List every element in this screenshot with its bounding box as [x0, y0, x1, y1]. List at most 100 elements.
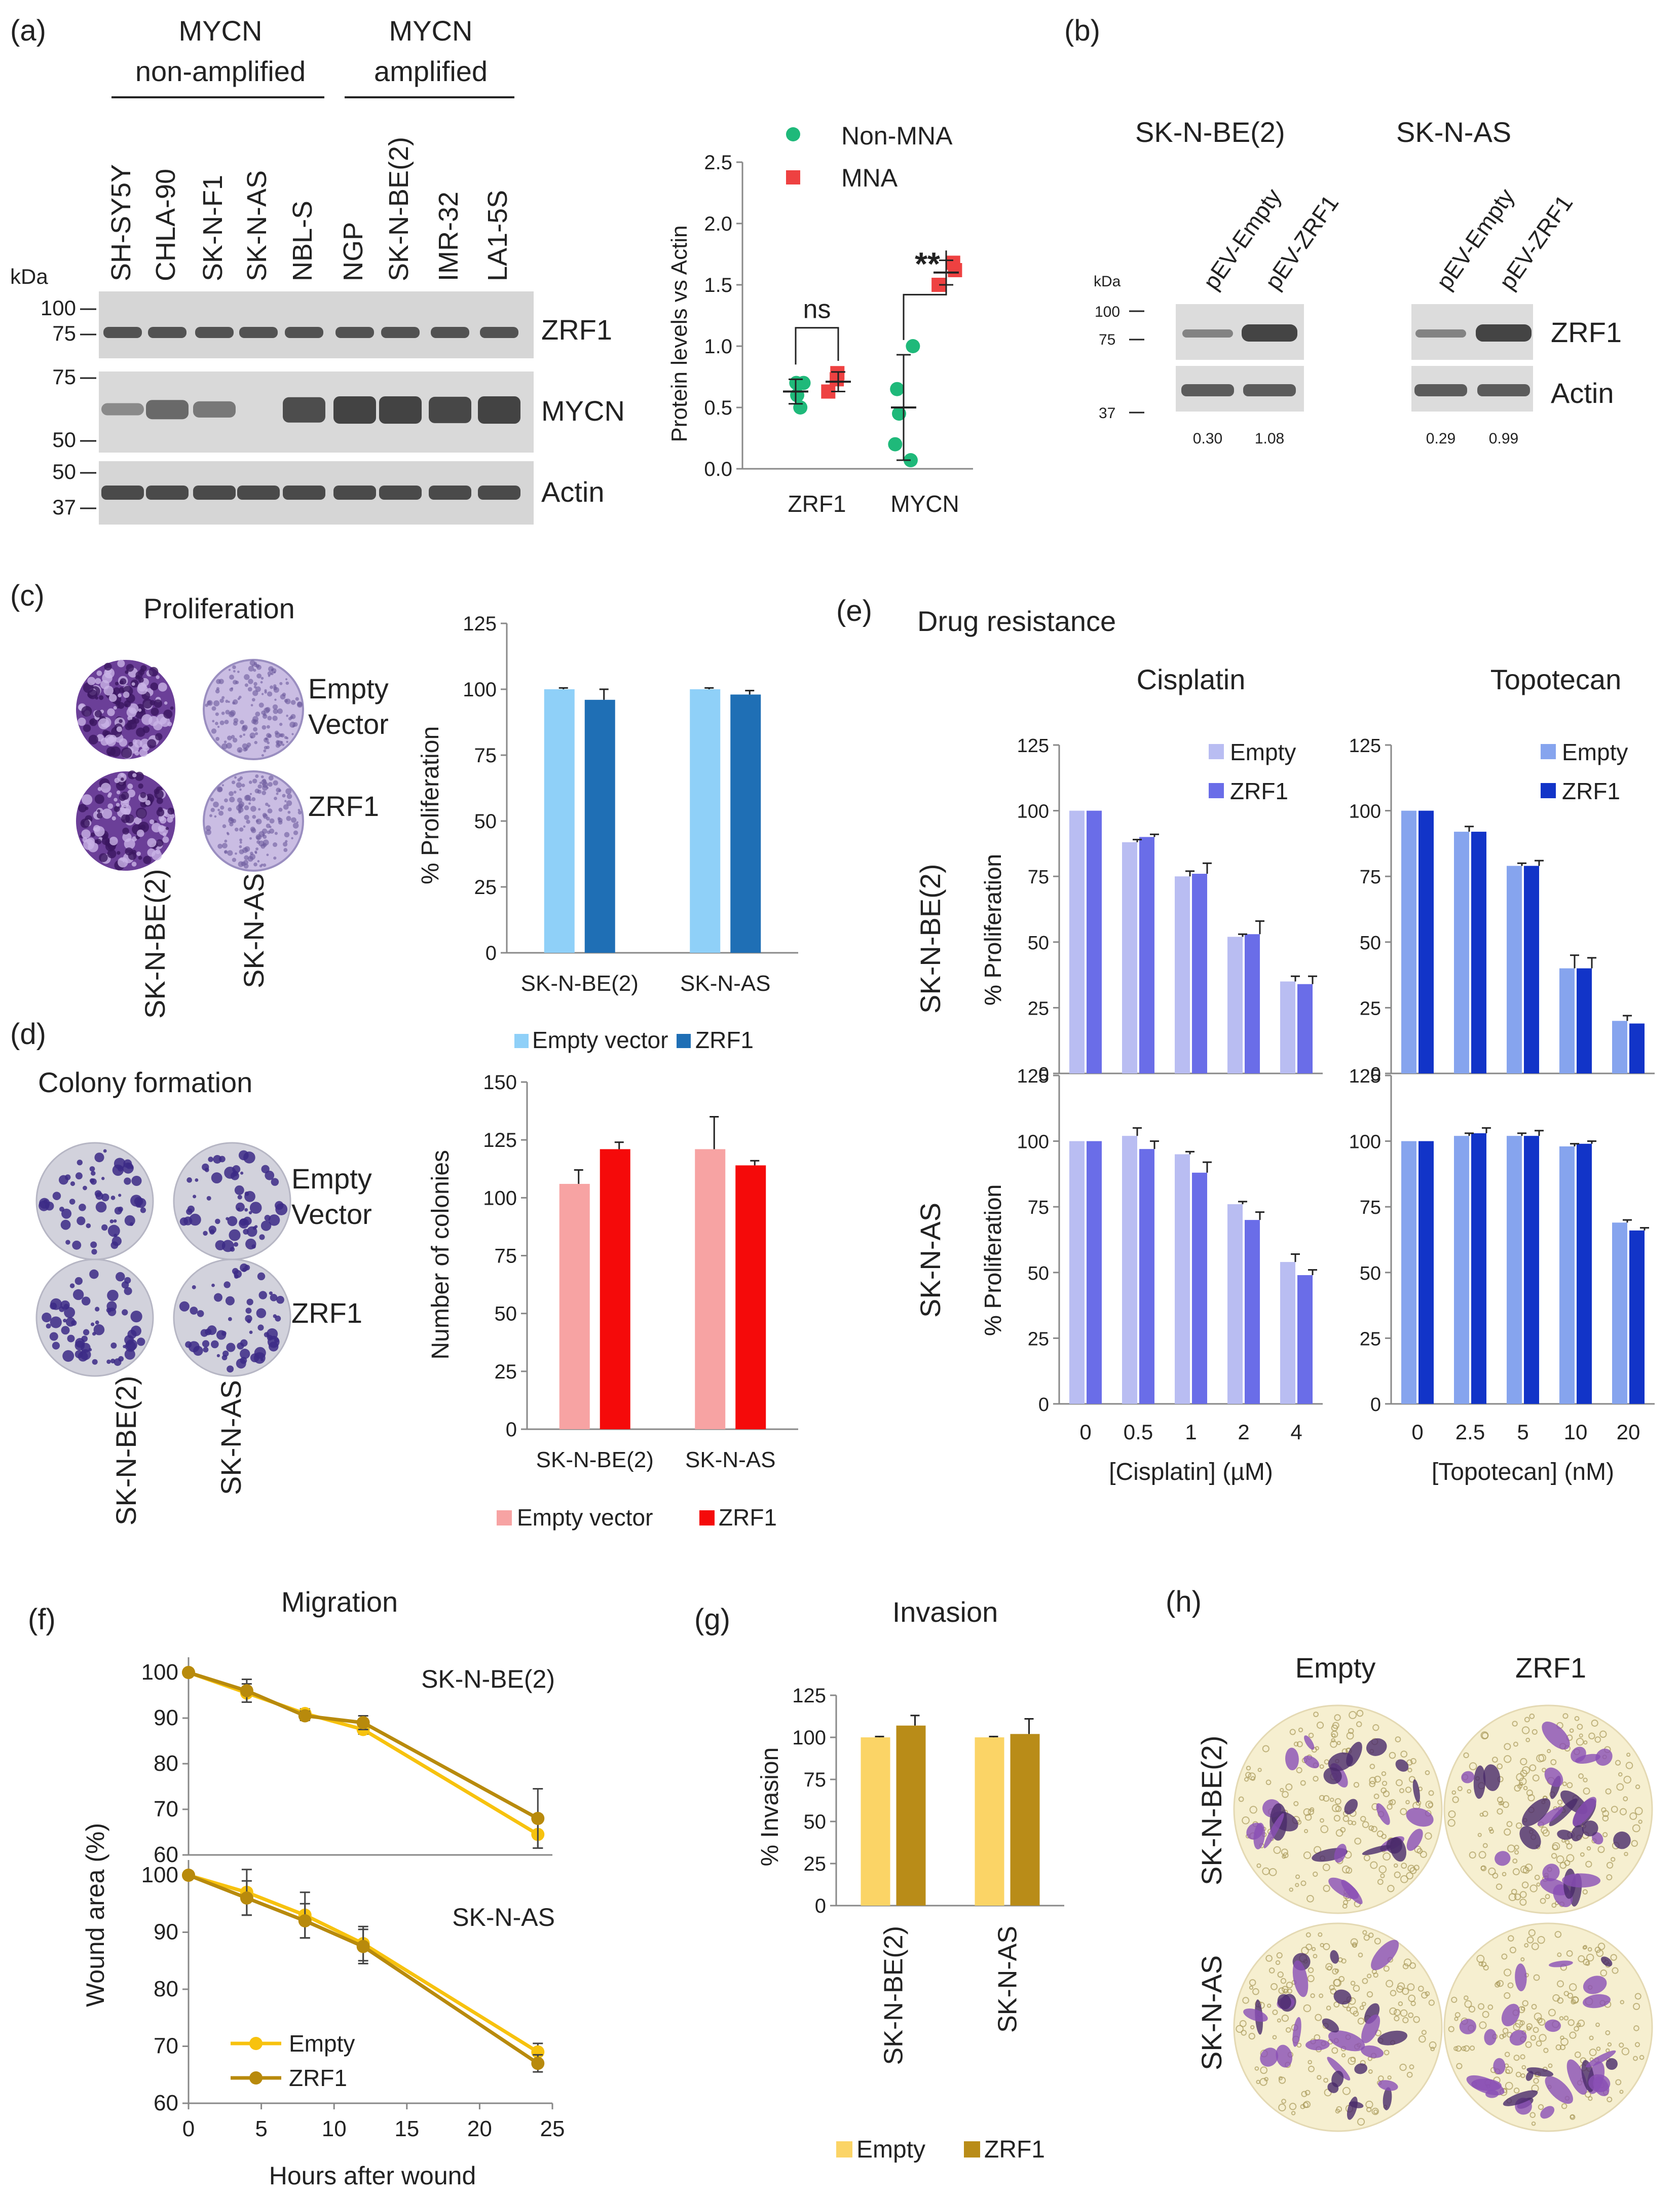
- dish-h-sknbe2-zrf1-pore: [1616, 1783, 1624, 1791]
- dish-c-sknbe2-empty-speck: [78, 717, 86, 726]
- dish-d-sknas-zrf1-colony: [228, 1317, 232, 1321]
- dish-h-sknas-empty-cell: [1331, 2070, 1344, 2088]
- dish-d-sknas-empty-colony: [189, 1213, 201, 1226]
- dish-h-sknas-empty-cell: [1328, 2030, 1365, 2052]
- dish-d-sknas-zrf1-colony: [197, 1310, 204, 1317]
- e-chart-topotecan-sknbe2-y-tick-label: 50: [1360, 933, 1381, 954]
- dish-h-sknas-empty-pore: [1260, 2066, 1268, 2074]
- e-chart-cisplatin-sknas-ylabel: % Proliferation: [980, 1184, 1006, 1336]
- dish-h-sknbe2-empty-pore: [1281, 1848, 1288, 1856]
- dish-d-sknas-empty-colony: [232, 1165, 241, 1174]
- dish-c-sknbe2-empty-speck: [160, 716, 170, 727]
- dish-h-sknas-empty-cell: [1371, 1940, 1399, 1970]
- dish-c-sknbe2-zrf1-speck: [154, 790, 164, 799]
- dish-h-sknbe2-empty-cell: [1395, 1759, 1409, 1772]
- dish-d-sknbe2-zrf1-colony: [92, 1359, 98, 1365]
- dish-h-sknas-empty-cell: [1292, 1960, 1309, 1997]
- dish-c-sknas-zrf1-speck: [243, 825, 246, 828]
- dish-h-sknbe2-empty-cell: [1328, 1752, 1353, 1771]
- dish-h-sknas-zrf1-pore: [1461, 2046, 1467, 2052]
- dish-c-sknbe2-empty-speck: [138, 708, 142, 712]
- dish-h-sknas-zrf1-pore: [1574, 2051, 1581, 2058]
- dish-h-sknbe2-zrf1-cell: [1562, 1873, 1601, 1888]
- e-chart-cisplatin-sknbe2-legend-marker-zrf1: [1209, 783, 1224, 798]
- dish-h-sknas-zrf1-pore: [1548, 2063, 1553, 2068]
- dish-c-sknas-empty-speck: [252, 690, 258, 696]
- dish-h-sknas-zrf1-pore: [1589, 2035, 1594, 2040]
- f-chart-sknas-x-tick-label: 15: [394, 2116, 419, 2141]
- a-legend-marker-nonmna: [786, 127, 800, 141]
- dish-c-sknas-empty-speck: [239, 735, 243, 738]
- dish-h-sknas-zrf1-pore: [1539, 2034, 1547, 2042]
- dish-h-sknas-zrf1-pore: [1454, 2017, 1459, 2021]
- dish-c-sknas-zrf1-speck: [227, 850, 233, 856]
- dish-h-sknas-empty-cell: [1327, 2057, 1351, 2081]
- proliferation-dishes: [76, 659, 304, 872]
- dish-h-sknbe2-empty-pore: [1348, 1728, 1354, 1734]
- dish-h-sknas-zrf1-pore: [1537, 1936, 1545, 1944]
- group-non-amplified-title-2: non-amplified: [135, 55, 306, 87]
- lane-labels: SH-SY5Y CHLA-90 SK-N-F1 SK-N-AS NBL-S NGP SK-N…: [106, 137, 513, 281]
- dish-h-sknbe2-zrf1-pore: [1523, 1785, 1528, 1791]
- dish-c-sknbe2-empty-speck: [138, 677, 144, 683]
- dish-h-sknas-zrf1-pore: [1560, 2037, 1569, 2046]
- dish-h-sknbe2-zrf1-pore: [1529, 1764, 1537, 1772]
- dish-h-sknas-zrf1-pore: [1481, 1961, 1487, 1967]
- dish-h-sknas-zrf1-pore: [1619, 2042, 1624, 2048]
- dish-c-sknas-zrf1-speck: [218, 810, 224, 816]
- dish-d-sknas-zrf1-colony: [240, 1349, 250, 1359]
- dish-c-sknas-empty-speck: [211, 728, 217, 734]
- dish-h-sknbe2-zrf1-pore: [1508, 1893, 1517, 1902]
- dish-h-sknas-empty-pore: [1374, 1938, 1381, 1945]
- dish-c-sknas-zrf1: [203, 770, 304, 872]
- mycn-band: [146, 400, 189, 420]
- dish-c-sknbe2-zrf1-speck: [116, 790, 121, 795]
- c-chart-y-tick-label: 50: [474, 810, 497, 833]
- dish-h-sknas-empty-pore: [1387, 2075, 1392, 2080]
- dish-h-sknas-zrf1-pore: [1464, 1995, 1469, 2000]
- dish-h-sknbe2-zrf1-pore: [1611, 1806, 1618, 1813]
- dish-h-sknas-empty-pore: [1408, 2012, 1414, 2018]
- dish-c-sknas-zrf1-speck: [261, 779, 267, 786]
- dish-h-sknbe2-empty-cell: [1366, 1738, 1387, 1756]
- dish-c-sknas-zrf1-speck: [278, 817, 283, 823]
- f-chart-sknbe2-y-tick-label: 80: [154, 1751, 178, 1776]
- dish-d-sknbe2-zrf1-colony: [121, 1281, 129, 1289]
- dish-c-sknas-empty-speck: [215, 722, 218, 725]
- dish-h-sknbe2-zrf1-pore: [1497, 1763, 1503, 1770]
- dish-h-sknas-empty-pore: [1358, 1952, 1363, 1958]
- dish-h-sknas-empty-pore: [1249, 1979, 1256, 1986]
- dish-h-sknas-empty-pore: [1305, 1932, 1311, 1938]
- dish-h-sknas-empty-pore: [1430, 2047, 1435, 2052]
- dish-h-sknas-zrf1-pore: [1515, 2071, 1521, 2077]
- c-title: Proliferation: [143, 592, 295, 624]
- dish-h-sknbe2-empty-pore: [1310, 1807, 1315, 1812]
- dish-h-sknbe2-empty-pore: [1334, 1714, 1341, 1721]
- dish-c-sknas-empty-speck: [219, 698, 224, 703]
- dish-d-sknas-zrf1-colony: [249, 1330, 253, 1334]
- c-row-label-zrf1: ZRF1: [308, 790, 379, 822]
- dish-c-sknas-zrf1-speck: [297, 808, 301, 811]
- dish-c-sknas-zrf1-speck: [268, 775, 274, 781]
- dish-h-sknas-empty-cell: [1377, 2030, 1408, 2045]
- dish-h-sknbe2-empty-pore: [1262, 1867, 1270, 1875]
- mycn-marker-50: 50: [52, 428, 76, 452]
- dish-c-sknbe2-empty-speck: [151, 708, 159, 716]
- dish-d-sknas-zrf1-colony: [221, 1355, 228, 1361]
- dish-d-sknas-zrf1-colony: [240, 1357, 247, 1364]
- dish-d-sknbe2-empty-colony: [113, 1219, 117, 1223]
- dish-c-sknas-zrf1-speck: [266, 853, 269, 857]
- zrf1-band: [103, 327, 142, 338]
- dish-d-sknbe2-zrf1-colony: [130, 1311, 142, 1323]
- dish-c-sknbe2-zrf1-speck: [125, 847, 133, 855]
- dish-c-sknas-zrf1-speck: [210, 798, 214, 802]
- dish-c-sknas-empty-speck: [264, 691, 267, 694]
- dish-h-sknbe2-empty-pore: [1244, 1777, 1249, 1782]
- f-chart-sknas-point-zrf1: [531, 2057, 545, 2070]
- dish-h-sknas-empty-pore: [1373, 1972, 1378, 1978]
- dish-c-sknbe2-zrf1-speck: [132, 773, 137, 777]
- dish-h-sknbe2-empty-pore: [1265, 1779, 1272, 1785]
- dish-h-sknbe2-zrf1-pore: [1452, 1796, 1459, 1803]
- h-row-label-sknbe2: SK-N-BE(2): [1196, 1735, 1227, 1885]
- dish-h-sknbe2-empty-pore: [1306, 1894, 1314, 1903]
